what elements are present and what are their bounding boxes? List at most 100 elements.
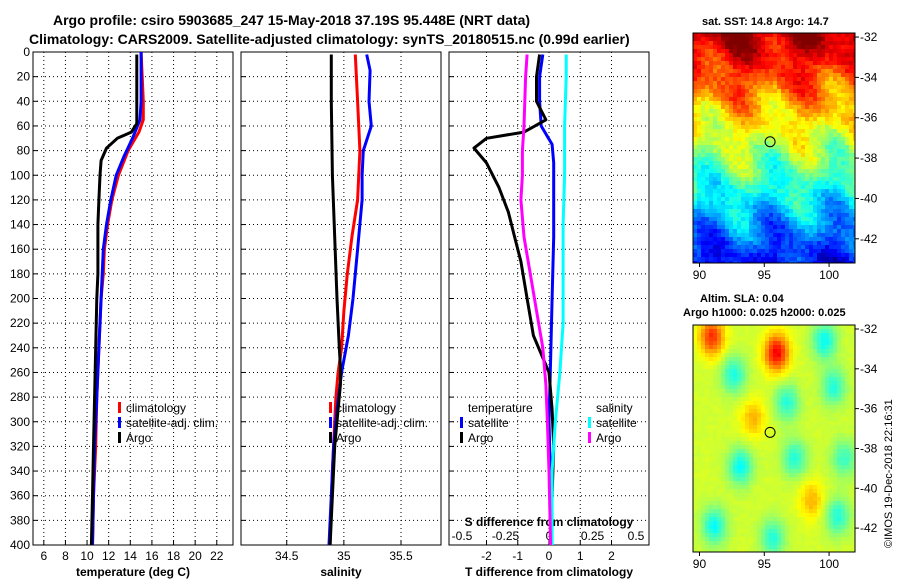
map-cell	[765, 149, 770, 154]
map-cell	[697, 401, 702, 406]
map-cell	[805, 77, 810, 82]
map-cell	[733, 449, 738, 454]
map-cell	[825, 177, 830, 182]
map-cell	[777, 369, 782, 374]
map-cell	[781, 133, 786, 138]
map-cell	[817, 325, 822, 330]
map-cell	[833, 33, 838, 38]
map-cell	[773, 397, 778, 402]
map-cell	[813, 517, 818, 522]
map-cell	[761, 157, 766, 162]
y-tick-label: 280	[10, 390, 30, 404]
map-cell	[849, 217, 854, 222]
map-cell	[729, 521, 734, 526]
map-cell	[725, 153, 730, 158]
map-cell	[837, 457, 842, 462]
map-cell	[817, 257, 822, 262]
map-cell	[801, 197, 806, 202]
map-cell	[765, 341, 770, 346]
map-cell	[845, 537, 850, 542]
map-cell	[745, 49, 750, 54]
difference-legend: temperature satellite Argo salinity sate…	[460, 401, 637, 445]
map-cell	[749, 61, 754, 66]
map-cell	[769, 85, 774, 90]
map-cell	[813, 89, 818, 94]
map-cell	[737, 85, 742, 90]
map-cell	[769, 509, 774, 514]
map-cell	[817, 353, 822, 358]
map-cell	[737, 57, 742, 62]
map-cell	[753, 353, 758, 358]
map-cell	[725, 157, 730, 162]
map-cell	[745, 389, 750, 394]
map-cell	[717, 225, 722, 230]
map-cell	[797, 485, 802, 490]
map-cell	[769, 141, 774, 146]
map-cell	[781, 377, 786, 382]
map-cell	[729, 117, 734, 122]
map-cell	[785, 469, 790, 474]
map-cell	[821, 69, 826, 74]
map-cell	[845, 465, 850, 470]
map-cell	[737, 261, 742, 263]
map-cell	[793, 537, 798, 542]
map-cell	[817, 161, 822, 166]
map-cell	[745, 165, 750, 170]
map-cell	[801, 465, 806, 470]
map-cell	[793, 33, 798, 38]
map-cell	[709, 545, 714, 550]
map-cell	[705, 45, 710, 50]
map-cell	[785, 365, 790, 370]
map-cell	[849, 97, 854, 102]
map-cell	[701, 253, 706, 258]
map-cell	[761, 393, 766, 398]
map-cell	[769, 41, 774, 46]
map-cell	[773, 185, 778, 190]
map-cell	[785, 69, 790, 74]
map-cell	[737, 241, 742, 246]
map-cell	[845, 345, 850, 350]
map-cell	[761, 441, 766, 446]
map-cell	[837, 401, 842, 406]
map-cell	[717, 369, 722, 374]
map-cell	[765, 433, 770, 438]
map-cell	[717, 537, 722, 542]
map-cell	[817, 401, 822, 406]
map-cell	[777, 169, 782, 174]
y-tick-label: 220	[10, 316, 30, 330]
map-cell	[761, 57, 766, 62]
map-cell	[749, 97, 754, 102]
map-cell	[729, 41, 734, 46]
map-cell	[841, 97, 846, 102]
map-cell	[713, 433, 718, 438]
map-cell	[769, 441, 774, 446]
map-cell	[837, 393, 842, 398]
map-cell	[713, 405, 718, 410]
map-cell	[821, 533, 826, 538]
map-cell	[713, 117, 718, 122]
map-cell	[785, 173, 790, 178]
map-cell	[741, 209, 746, 214]
map-cell	[745, 61, 750, 66]
map-cell	[717, 329, 722, 334]
map-cell	[777, 345, 782, 350]
map-cell	[745, 177, 750, 182]
map-cell	[781, 361, 786, 366]
map-cell	[725, 449, 730, 454]
map-cell	[753, 253, 758, 258]
map-cell	[853, 141, 855, 146]
map-cell	[761, 509, 766, 514]
map-cell	[789, 533, 794, 538]
map-cell	[829, 365, 834, 370]
map-cell	[733, 457, 738, 462]
map-cell	[757, 181, 762, 186]
map-cell	[741, 129, 746, 134]
map-cell	[785, 373, 790, 378]
map-cell	[769, 45, 774, 50]
map-cell	[725, 457, 730, 462]
map-cell	[825, 245, 830, 250]
map-cell	[709, 221, 714, 226]
map-cell	[821, 109, 826, 114]
map-cell	[793, 189, 798, 194]
map-cell	[797, 41, 802, 46]
